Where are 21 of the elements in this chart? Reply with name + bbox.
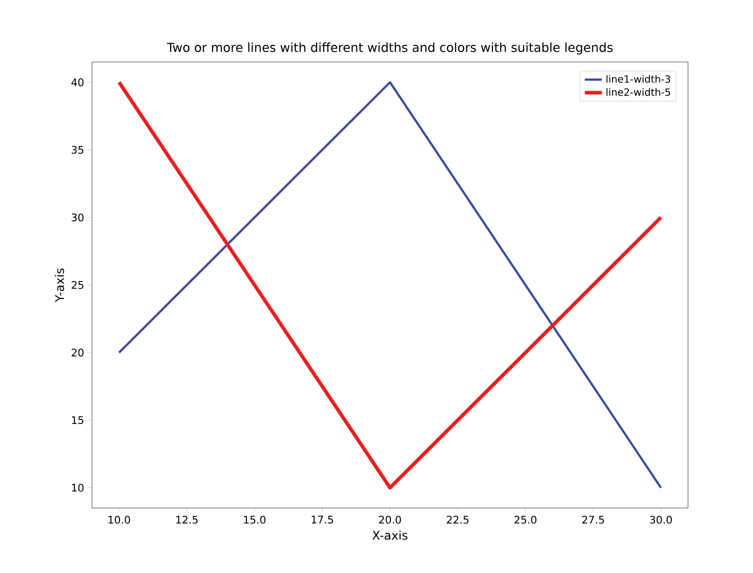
x-tick-label: 30.0 bbox=[650, 516, 672, 524]
y-tick-label: 25 bbox=[72, 281, 84, 289]
x-tick-label: 17.5 bbox=[312, 516, 333, 524]
y-tick-label: 15 bbox=[72, 416, 84, 424]
x-axis-title: X-axis bbox=[372, 530, 408, 540]
y-tick-label: 20 bbox=[72, 348, 84, 357]
y-tick-label: 10 bbox=[72, 484, 84, 492]
y-tick-label: 30 bbox=[72, 213, 84, 222]
x-tick-label: 27.5 bbox=[582, 516, 604, 524]
y-axis-title: Y-axis bbox=[54, 268, 64, 302]
legend-label: line2-width-5 bbox=[606, 88, 670, 96]
y-tick-label: 35 bbox=[72, 146, 84, 154]
legend-label: line1-width-3 bbox=[606, 75, 670, 83]
x-tick-label: 20.0 bbox=[379, 516, 401, 524]
y-tick-label: 40 bbox=[71, 78, 84, 86]
chart-title: Two or more lines with different widths and colors with suitable legends bbox=[166, 42, 613, 54]
x-tick-label: 22.5 bbox=[446, 516, 468, 524]
x-tick-label: 10.0 bbox=[108, 516, 130, 524]
x-tick-label: 12.5 bbox=[176, 516, 198, 524]
x-tick-label: 15.0 bbox=[244, 516, 266, 524]
x-tick-label: 25.0 bbox=[514, 516, 536, 524]
